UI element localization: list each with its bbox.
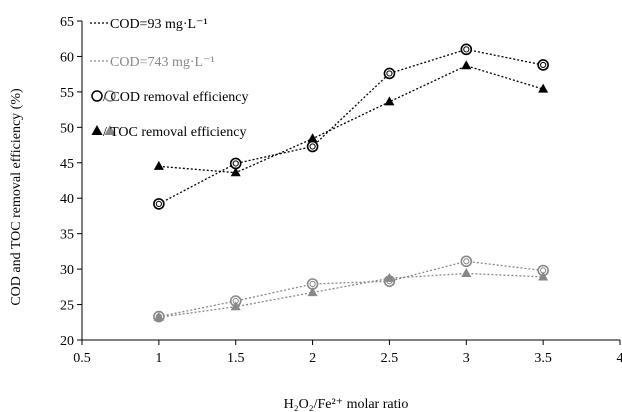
legend-circle-black-marker	[91, 90, 103, 102]
y-tick-label: 50	[60, 121, 74, 136]
point-inner-cod_high	[232, 160, 239, 167]
x-tick-label: 2	[309, 351, 316, 366]
legend-entry-cod-removal: / COD removal efficiency	[91, 90, 249, 105]
point-toc_low	[307, 287, 318, 297]
legend-triangle-black-marker	[91, 125, 103, 135]
x-axis-title: H₂O₂/Fe²⁺ molar ratio	[284, 397, 409, 412]
series-line-toc_high	[158, 65, 544, 174]
y-tick-label: 60	[60, 50, 74, 65]
point-toc_high	[538, 83, 549, 93]
series-line-cod_low	[158, 260, 544, 318]
legend-triangle-gray-marker	[104, 125, 116, 135]
x-tick-label: 3.5	[534, 351, 552, 366]
x-tick-label: 1.5	[227, 351, 245, 366]
point-toc_low	[153, 311, 164, 321]
legend-label-cod-removal: / COD removal efficiency	[103, 90, 249, 105]
point-cod_high	[153, 198, 165, 210]
y-tick-label: 40	[60, 192, 74, 207]
plot-area: 0.5 1 1.5 2 2.5 3 3.5 4 20 25 30 35 40 45 50 55 60 65	[60, 15, 622, 366]
y-axis-title: COD and TOC removal efficiency (%)	[9, 88, 24, 306]
y-tick-label: 55	[60, 86, 74, 101]
x-tick-label: 3	[463, 351, 470, 366]
point-toc_low	[538, 271, 549, 281]
point-toc_low	[230, 301, 241, 311]
point-cod_low	[460, 255, 473, 268]
point-toc_low	[384, 272, 395, 282]
point-cod_high	[537, 59, 549, 71]
point-toc_low	[461, 267, 472, 277]
point-toc_high	[230, 167, 241, 177]
point-cod_high	[306, 140, 319, 153]
point-inner-cod_high	[540, 61, 547, 69]
y-tick-label: 35	[60, 228, 74, 243]
x-tick-label: 2.5	[381, 351, 399, 366]
x-tick-label: 1	[155, 351, 162, 366]
y-tick-label: 45	[60, 157, 74, 172]
point-cod_high	[460, 43, 473, 56]
point-toc_high	[153, 160, 164, 170]
legend-entry-toc-removal: / TOC removal efficiency	[91, 125, 246, 140]
x-tick-label: 4	[617, 351, 622, 366]
series-line-cod_high	[158, 48, 544, 205]
point-toc_high	[307, 133, 318, 143]
y-tick-label: 30	[60, 263, 74, 278]
legend-label-toc-removal: / TOC removal efficiency	[103, 125, 246, 140]
x-tick-label: 0.5	[73, 351, 91, 366]
point-cod_high	[383, 67, 396, 80]
point-toc_high	[384, 96, 395, 106]
point-inner-cod_high	[386, 70, 393, 77]
legend-label-cod-93: COD=93 mg·L⁻¹	[110, 17, 208, 32]
point-inner-cod_high	[155, 200, 162, 207]
y-tick-label: 65	[60, 15, 74, 30]
point-cod_high	[229, 157, 242, 170]
point-inner-cod_low	[463, 258, 470, 265]
point-inner-cod_high	[463, 46, 470, 53]
point-inner-cod_low	[309, 280, 316, 288]
point-inner-cod_high	[309, 143, 316, 150]
y-tick-label: 25	[60, 299, 74, 314]
legend: COD=93 mg·L⁻¹ COD=743 mg·L⁻¹ / COD remov…	[90, 17, 249, 140]
y-tick-label: 20	[60, 334, 74, 349]
series-line-toc_low	[158, 272, 544, 318]
legend-entry-cod-743: COD=743 mg·L⁻¹	[90, 55, 215, 70]
point-toc_high	[461, 60, 472, 70]
legend-entry-cod-93: COD=93 mg·L⁻¹	[90, 17, 208, 32]
legend-label-cod-743: COD=743 mg·L⁻¹	[110, 55, 215, 70]
legend-circle-gray-marker	[104, 90, 116, 102]
